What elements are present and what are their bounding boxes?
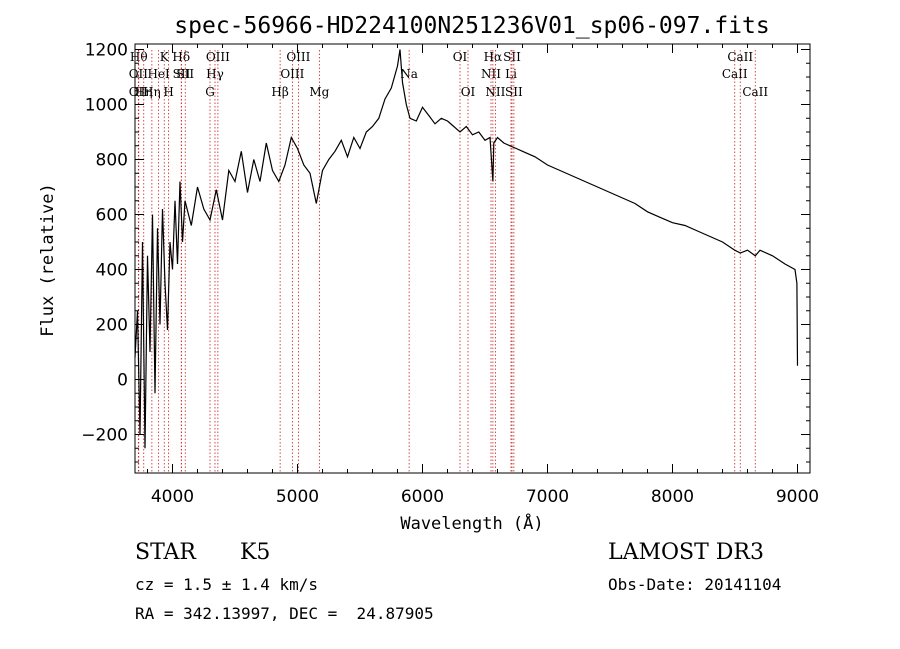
line-label-24: Li [505, 67, 517, 81]
x-tick-label-3: 7000 [526, 487, 569, 507]
line-label-5: HeI [147, 67, 170, 81]
x-tick-label-0: 4000 [151, 487, 194, 507]
plot-frame [134, 43, 811, 474]
x-axis-label: Wavelength (Å) [400, 512, 543, 534]
observation-date: Obs-Date: 20141104 [608, 575, 782, 594]
line-label-12: Hγ [206, 67, 224, 81]
line-label-9: SII [173, 67, 191, 81]
y-tick-label-0: −200 [81, 426, 128, 446]
line-label-22: Hα [484, 50, 503, 64]
y-tick-label-1: 0 [117, 371, 128, 391]
x-tick-label-4: 8000 [651, 487, 694, 507]
y-tick-label-6: 1000 [85, 96, 128, 116]
line-label-17: Mg [309, 85, 329, 99]
object-class: STAR [135, 540, 196, 565]
line-label-7: H [163, 85, 173, 99]
line-label-18: Na [400, 67, 418, 81]
y-axis-label: Flux (relative) [38, 183, 58, 337]
line-label-14: Hβ [271, 85, 288, 99]
line-label-3: Hη [135, 85, 153, 99]
line-label-1: OII [129, 67, 149, 81]
y-tick-label-7: 1200 [85, 41, 128, 61]
line-label-11: G [205, 85, 215, 99]
line-label-26: SII [505, 85, 523, 99]
line-label-15: OIII [280, 67, 304, 81]
x-tick-label-5: 9000 [776, 487, 819, 507]
y-tick-label-5: 800 [96, 151, 128, 171]
y-tick-label-3: 400 [96, 261, 128, 281]
ra-dec-coordinates: RA = 342.13997, DEC = 24.87905 [135, 604, 434, 623]
chart-title: spec-56966-HD224100N251236V01_sp06-097.f… [174, 13, 769, 39]
spectrum-line [134, 49, 799, 449]
line-label-13: OIII [206, 50, 230, 64]
line-label-16: OIII [286, 50, 310, 64]
axis-ticks: 4000 5000 6000 7000 8000 9000 −200 0 200 400 600 80… [81, 41, 819, 508]
line-label-28: CaII [727, 50, 753, 64]
y-tick-label-2: 200 [96, 316, 128, 336]
line-label-21: NII [481, 67, 501, 81]
line-label-19: OI [453, 50, 468, 64]
object-subclass: K5 [240, 540, 271, 565]
line-label-27: CaII [722, 67, 748, 81]
x-tick-label-1: 5000 [276, 487, 319, 507]
line-label-20: OI [461, 85, 476, 99]
line-label-29: CaII [742, 85, 768, 99]
spectral-line-markers: HθOIIOIIHηHηHeIKHHδSIISIIGHγOIIIHβOIIIOI… [129, 50, 768, 473]
y-tick-label-4: 600 [96, 206, 128, 226]
line-label-23: NII [485, 85, 505, 99]
line-label-6: K [160, 50, 170, 64]
line-label-10: SII [176, 67, 194, 81]
survey-name: LAMOST DR3 [608, 540, 764, 565]
line-label-25: SII [503, 50, 521, 64]
line-label-4: Hη [143, 85, 161, 99]
redshift-cz: cz = 1.5 ± 1.4 km/s [135, 575, 319, 594]
x-tick-label-2: 6000 [401, 487, 444, 507]
